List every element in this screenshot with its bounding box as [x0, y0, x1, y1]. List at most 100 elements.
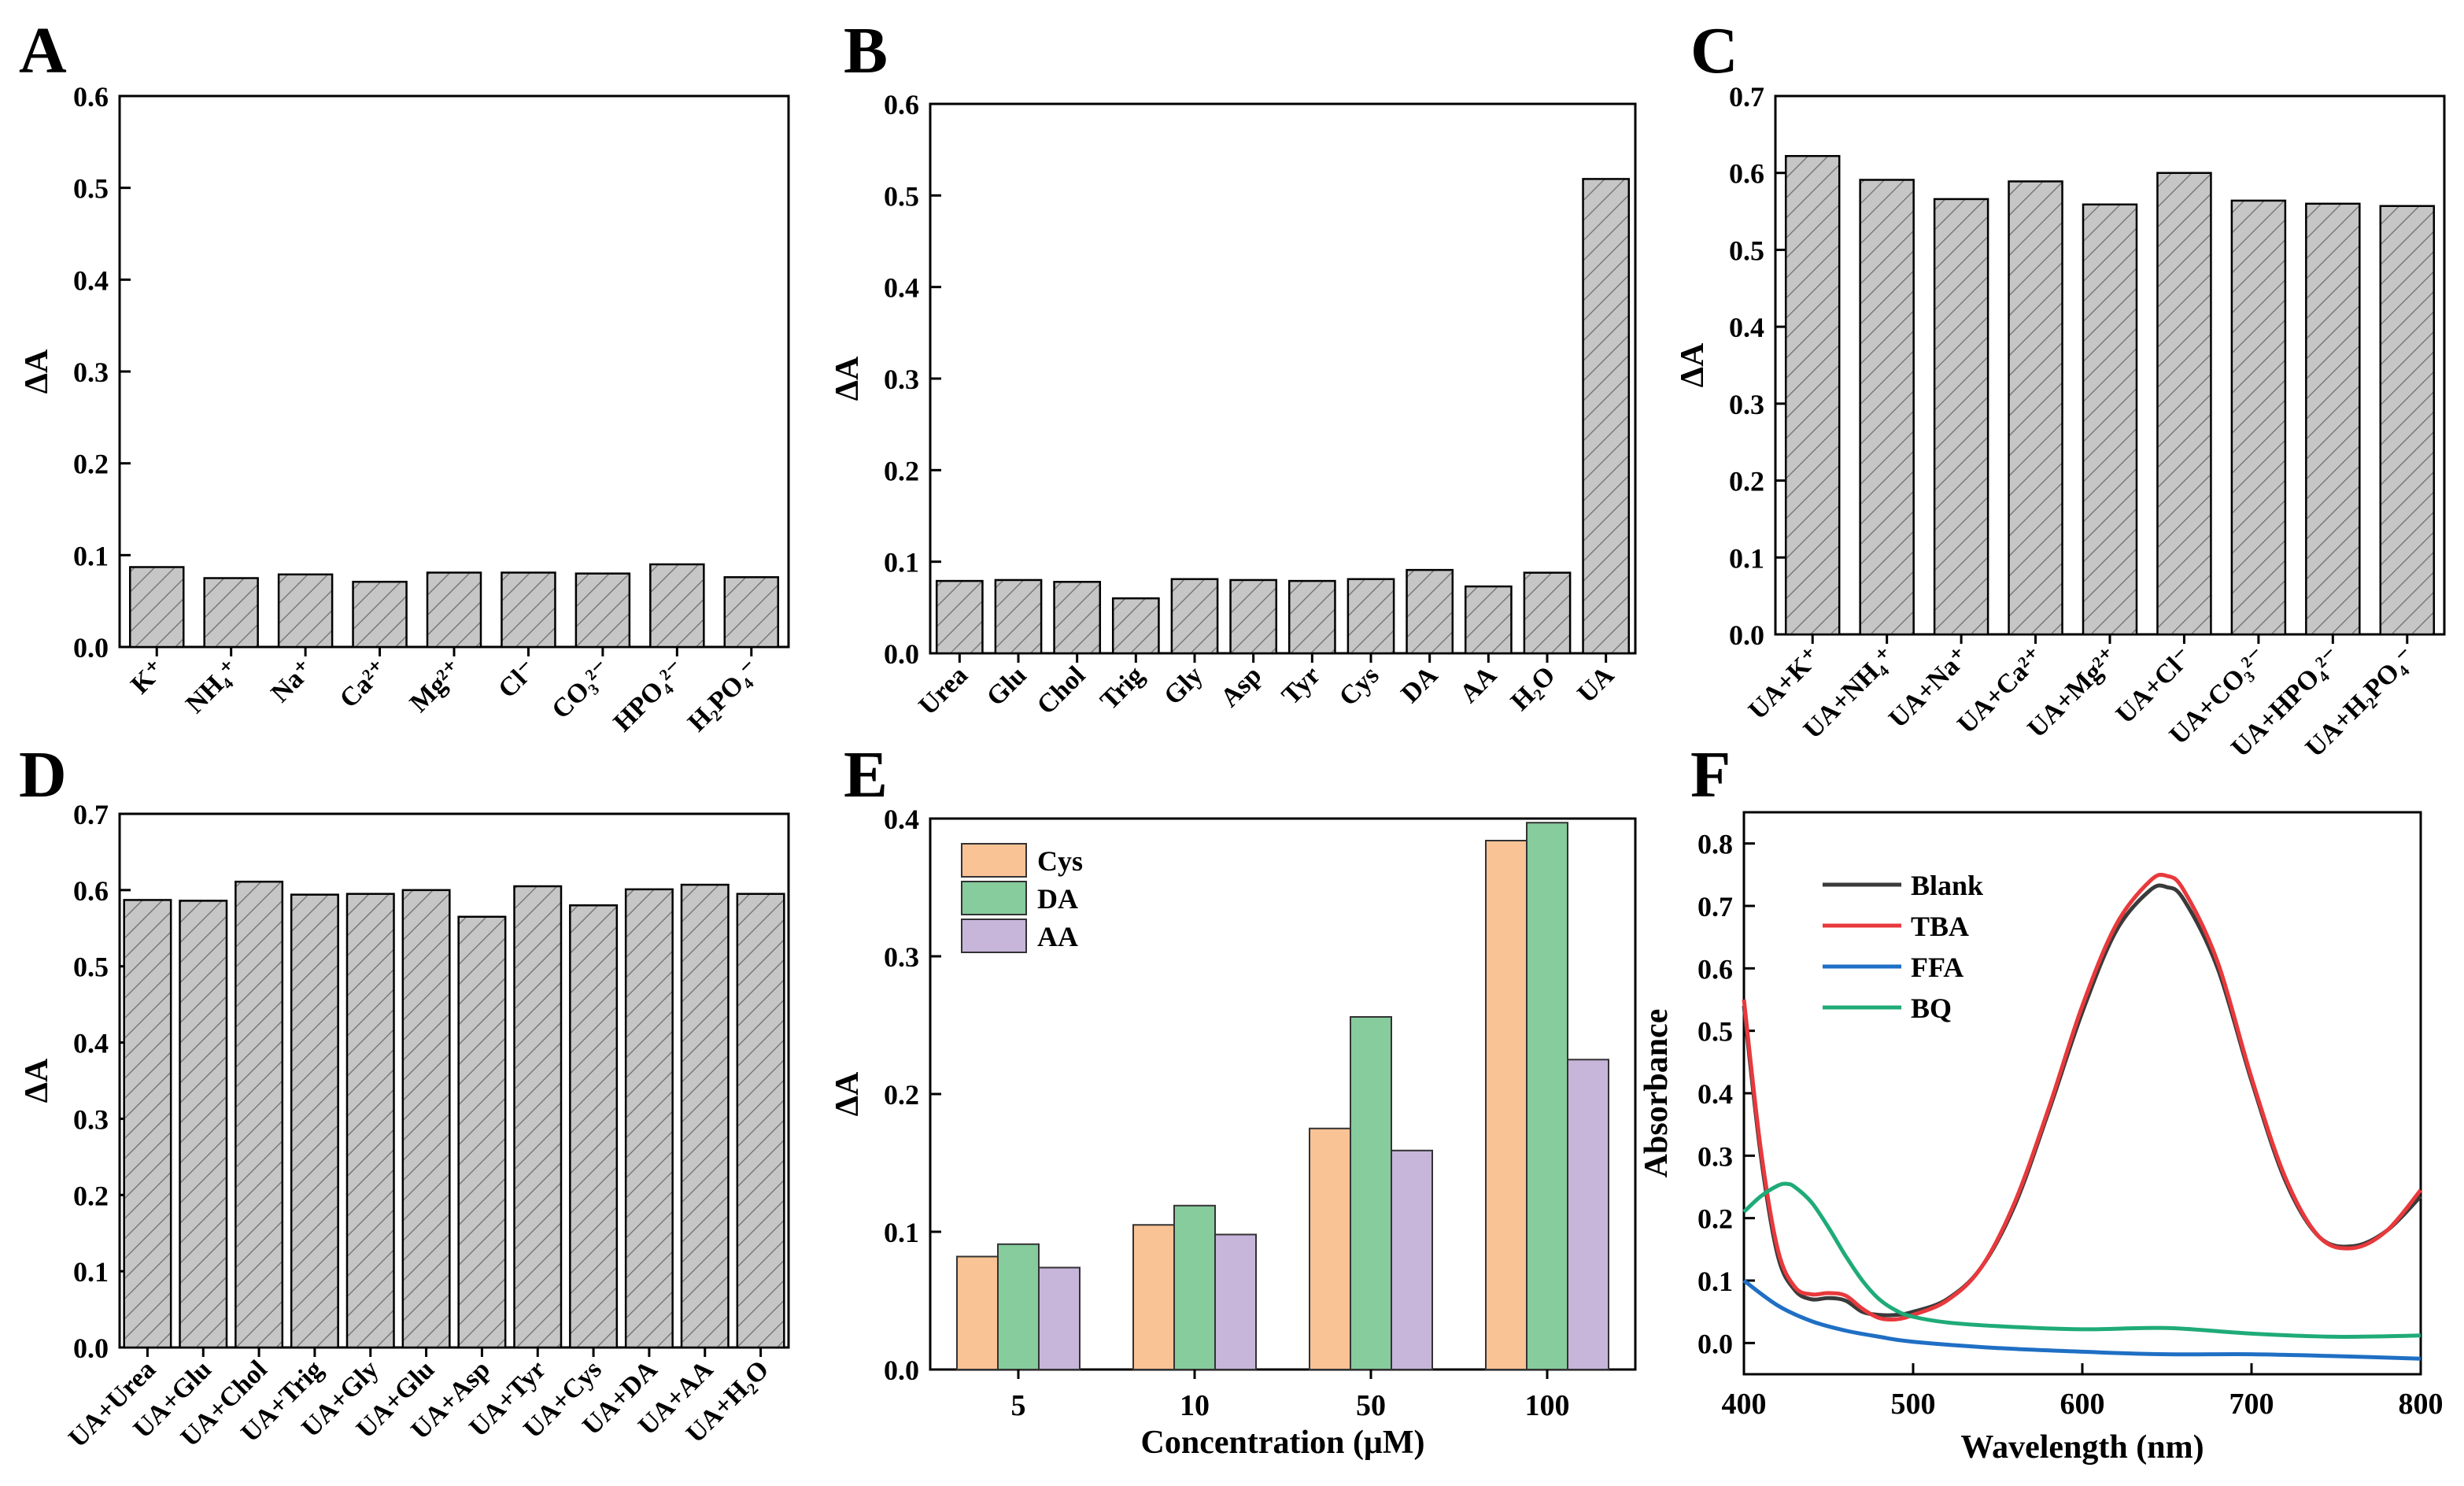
- y-tick-label: 0.1: [1729, 542, 1764, 574]
- y-tick-label: 0.0: [73, 632, 109, 664]
- y-tick-label: 0.3: [1729, 389, 1764, 420]
- panel-f: 0.0 0.1 0.2 0.3 0.4 0.5 0.6 0.7 0.8 Absorbance 400…: [1638, 811, 2444, 1466]
- y-tick-label: 0.0: [884, 638, 919, 670]
- x-tick-label: Gly: [1158, 660, 1209, 711]
- y-tick-label: 0.8: [1697, 829, 1733, 860]
- bar-cys: [1485, 840, 1528, 1370]
- y-tick-label: 0.2: [1729, 466, 1764, 497]
- bar-cys: [956, 1255, 999, 1370]
- panel-e: 0.0 0.1 0.2 0.3 0.4 ΔA 5 10 50 100 Cys DA AA Concentr…: [829, 804, 1637, 1461]
- y-tick-label: 0.2: [884, 1079, 919, 1111]
- bar: [2008, 180, 2063, 636]
- bar: [680, 883, 730, 1349]
- x-tick-label: K⁺: [125, 654, 171, 700]
- y-tick-label: 0.4: [884, 804, 919, 835]
- legend-label: Blank: [1911, 870, 1983, 901]
- x-tick-label: Ca²⁺: [334, 654, 393, 713]
- y-tick-label: 0.4: [73, 264, 109, 296]
- y-tick-label: 0.1: [884, 1217, 919, 1248]
- x-tick-label: UA: [1572, 660, 1620, 708]
- y-axis-label: ΔA: [1675, 342, 1711, 387]
- y-tick-label: 0.6: [884, 89, 919, 120]
- bar-da: [1350, 1016, 1392, 1370]
- bar: [352, 580, 408, 649]
- series-line-ffa: [1742, 1278, 2422, 1361]
- x-tick-label: Na⁺: [266, 654, 320, 708]
- plot-frame: [1742, 811, 2422, 1376]
- bar-da: [997, 1243, 1040, 1370]
- y-tick-label: 0.3: [73, 1103, 109, 1135]
- bar: [1933, 198, 1989, 636]
- panel-d: 0.00.10.20.30.40.50.60.7ΔAUA+UreaUA+GluU…: [19, 799, 790, 1453]
- y-tick-label: 0.4: [73, 1028, 109, 1059]
- x-tick-label: 800: [2399, 1388, 2444, 1421]
- plot-frame: [929, 102, 1637, 655]
- bar: [2230, 199, 2287, 636]
- y-tick-label: 0.2: [1697, 1203, 1733, 1235]
- series-line-blank: [1742, 883, 2422, 1318]
- x-tick-label: 5: [1011, 1389, 1026, 1422]
- bar: [624, 888, 674, 1349]
- y-tick-label: 0.0: [1697, 1328, 1733, 1359]
- bar-cys: [1309, 1127, 1351, 1370]
- legend-swatch: [961, 919, 1027, 953]
- bar: [401, 889, 451, 1349]
- y-tick-label: 0.5: [1729, 235, 1764, 266]
- legend-label: DA: [1037, 883, 1078, 915]
- x-tick-label: 700: [2229, 1388, 2274, 1421]
- bar: [513, 885, 563, 1349]
- bar: [277, 573, 334, 649]
- x-tick-label: 100: [1525, 1389, 1570, 1422]
- y-tick-label: 0.7: [73, 799, 109, 830]
- series-line-tba: [1742, 872, 2422, 1322]
- legend-label: Cys: [1037, 845, 1083, 877]
- bar: [935, 579, 984, 655]
- y-tick-label: 0.1: [73, 1256, 109, 1288]
- y-axis-label: ΔA: [829, 1071, 866, 1116]
- bar: [2156, 172, 2212, 636]
- bar: [1111, 597, 1160, 655]
- legend-swatch: [961, 843, 1027, 878]
- y-tick-label: 0.2: [73, 449, 109, 480]
- panel-b: 0.0 0.1 0.2 0.3 0.4 0.5 0.6 ΔA Urea Glu Chol Trig Gl…: [829, 89, 1637, 721]
- x-tick-label: Mg²⁺: [405, 654, 468, 718]
- bar: [501, 571, 556, 649]
- x-tick-label: H₂O: [1505, 660, 1561, 716]
- x-tick-label: Trig: [1095, 660, 1150, 715]
- x-axis-label: Wavelength (nm): [1960, 1429, 2204, 1466]
- series-line-bq: [1742, 1181, 2422, 1339]
- y-tick-label: 0.6: [73, 875, 109, 907]
- y-axis-label: Absorbance: [1638, 1009, 1675, 1178]
- y-tick-label: 0.7: [1729, 81, 1764, 113]
- bar: [1464, 585, 1513, 655]
- y-tick-label: 0.4: [1697, 1078, 1733, 1110]
- y-axis-label: ΔA: [19, 1058, 55, 1103]
- panel-c: 0.00.10.20.30.40.50.60.7ΔAUA+K⁺UA+NH₄⁺UA…: [1675, 81, 2446, 763]
- y-tick-label: 0.3: [73, 357, 109, 388]
- y-tick-label: 0.5: [884, 180, 919, 212]
- y-tick-label: 0.5: [1697, 1016, 1733, 1048]
- bar: [203, 577, 259, 649]
- legend-label: AA: [1037, 921, 1078, 952]
- y-tick-label: 0.0: [73, 1333, 109, 1364]
- y-tick-label: 0.6: [1729, 158, 1764, 190]
- legend-label: BQ: [1911, 993, 1952, 1024]
- bar: [123, 899, 172, 1349]
- x-tick-label: Cys: [1334, 660, 1385, 712]
- bar: [457, 915, 507, 1349]
- bar-aa: [1391, 1149, 1433, 1370]
- bar: [2379, 205, 2436, 636]
- x-tick-label: Tyr: [1276, 660, 1326, 710]
- plot-frame: [118, 812, 790, 1349]
- legend-label: TBA: [1911, 911, 1969, 942]
- x-tick-label: Urea: [914, 660, 973, 720]
- bar: [2082, 203, 2138, 636]
- x-tick-label: 500: [1891, 1388, 1936, 1421]
- x-tick-label: Cl⁻: [493, 654, 542, 704]
- x-tick-label: AA: [1454, 660, 1502, 708]
- x-tick-label: HPO₄²⁻: [608, 654, 691, 737]
- x-tick-label: H₂PO₄⁻: [682, 654, 765, 737]
- y-tick-label: 0.0: [884, 1355, 919, 1386]
- y-tick-label: 0.2: [884, 455, 919, 486]
- bar: [736, 893, 785, 1349]
